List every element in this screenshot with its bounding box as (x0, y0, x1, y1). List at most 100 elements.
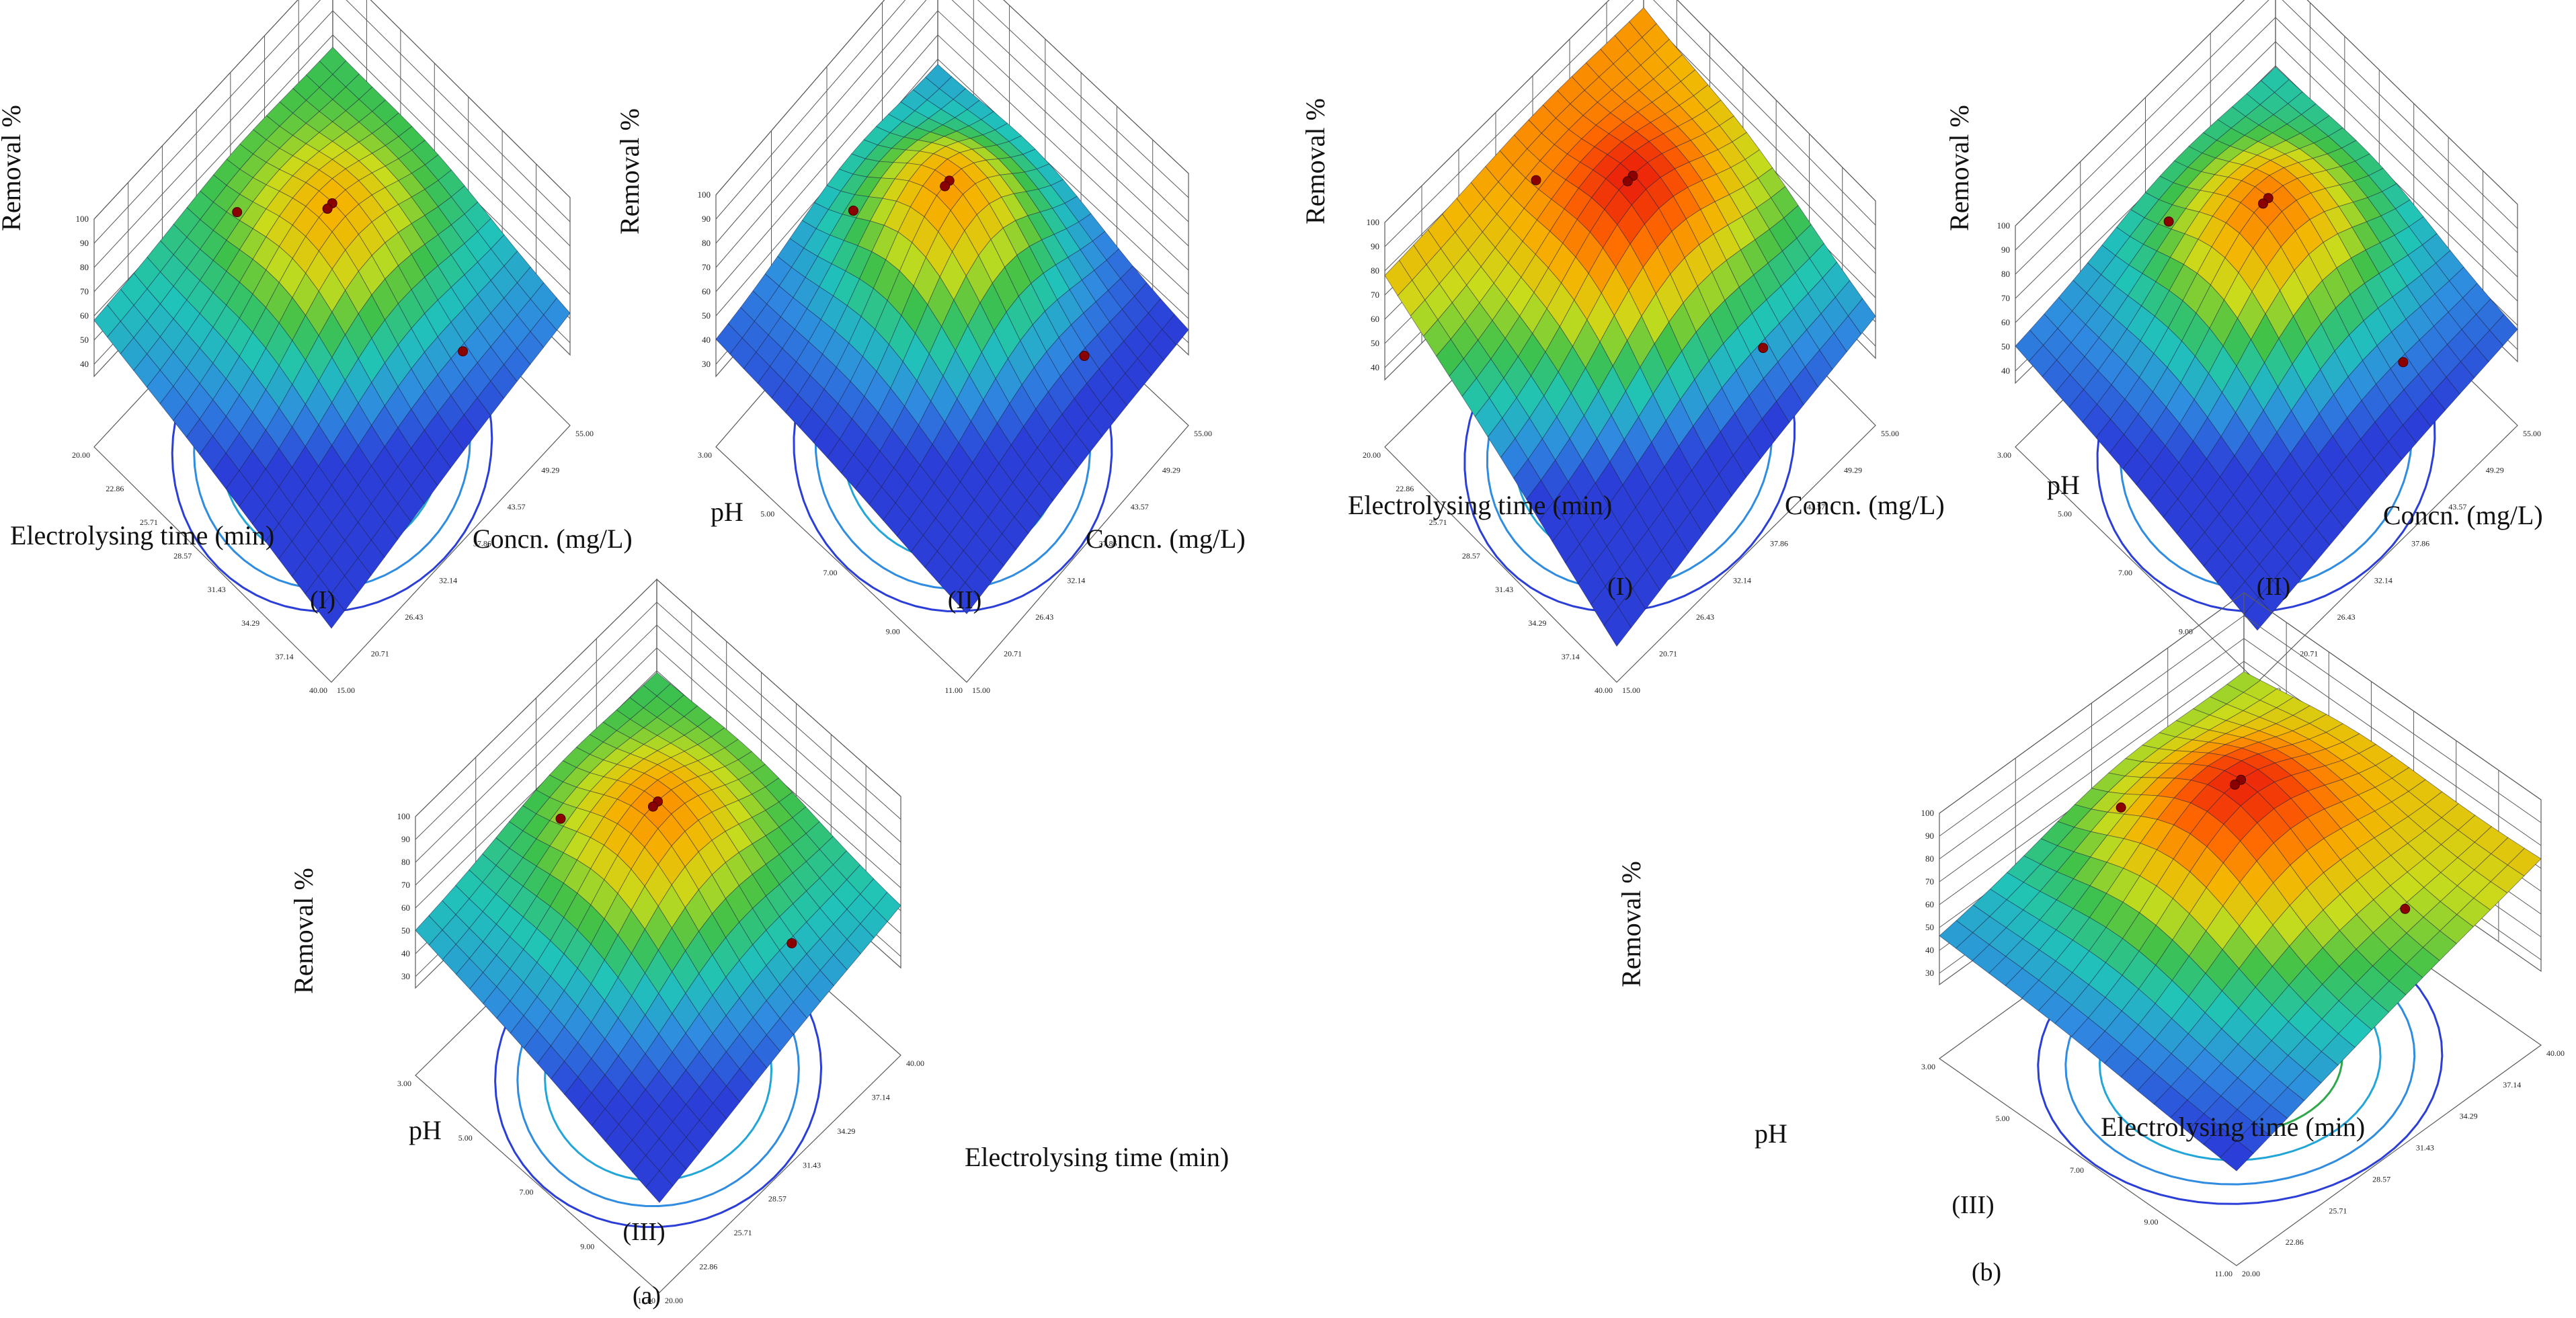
y-tick-label: 20.71 (371, 649, 389, 658)
y-axis-label: Concn. (mg/L) (2383, 500, 2543, 530)
x-tick-label: 11.00 (2214, 1269, 2232, 1278)
z-axis-label: Removal % (0, 105, 26, 231)
y-tick-label: 32.14 (1067, 575, 1085, 585)
y-tick-label: 20.71 (1004, 649, 1022, 658)
x-tick-label: 22.86 (1396, 484, 1414, 493)
x-tick-label: 37.14 (1562, 652, 1580, 661)
design-point (647, 801, 658, 812)
x-tick-label: 9.00 (2144, 1217, 2159, 1227)
z-tick-label: 30 (702, 359, 711, 369)
x-tick-label: 31.43 (1495, 585, 1513, 594)
z-tick-label: 70 (1925, 876, 1934, 887)
y-axis-label: Concn. (mg/L) (473, 524, 633, 554)
z-tick-label: 100 (1921, 808, 1935, 818)
surface-patch (317, 593, 346, 629)
x-tick-label: 7.00 (520, 1188, 534, 1197)
x-tick-label: 34.29 (1528, 618, 1546, 628)
z-tick-label: 60 (2001, 317, 2010, 327)
surface-patch (645, 1170, 674, 1203)
panel-label: (I) (1607, 573, 1633, 601)
x-tick-label: 5.00 (458, 1133, 473, 1143)
design-point (1531, 175, 1541, 186)
x-tick-label: 20.00 (1363, 450, 1381, 460)
panel-label: (III) (1951, 1191, 1994, 1219)
z-tick-label: 60 (702, 286, 711, 296)
y-tick-label: 32.14 (1733, 575, 1751, 585)
z-axis-label: Removal % (288, 868, 319, 994)
surface-plot-a-II: 30 40 50 60 70 80 90 100 3.00 5.00 7.00 9.00 11.00 15… (614, 0, 1246, 695)
x-axis-label: pH (409, 1115, 442, 1145)
y-tick-label: 20.71 (2300, 649, 2318, 658)
y-tick-label: 37.86 (473, 539, 491, 548)
y-tick-label: 15.00 (972, 686, 990, 695)
x-tick-label: 22.86 (106, 484, 124, 493)
design-point (458, 346, 469, 357)
z-axis-label: Removal % (614, 108, 645, 235)
z-tick-label: 40 (1925, 945, 1934, 955)
design-point (848, 205, 858, 216)
panel-label: (II) (948, 586, 982, 614)
z-gridline (2015, 0, 2518, 251)
design-points (232, 198, 469, 357)
z-tick-label: 60 (80, 311, 89, 321)
design-point (322, 204, 333, 214)
x-tick-label: 5.00 (760, 509, 774, 519)
design-point (2163, 216, 2174, 227)
x-tick-label: 40.00 (1595, 686, 1613, 695)
y-tick-label: 31.43 (2416, 1143, 2434, 1153)
x-tick-label: 11.00 (944, 686, 963, 695)
z-tick-label: 40 (2001, 366, 2010, 376)
y-tick-label: 49.29 (2486, 466, 2504, 475)
y-tick-label: 37.86 (2411, 539, 2429, 548)
z-tick-label: 100 (698, 190, 711, 200)
y-tick-label: 37.14 (2503, 1080, 2521, 1089)
group-label-a: (a) (633, 1282, 661, 1310)
x-tick-label: 25.71 (140, 518, 158, 527)
design-point (787, 938, 797, 948)
z-tick-label: 90 (1371, 241, 1379, 251)
x-tick-label: 11.00 (637, 1296, 655, 1305)
y-tick-label: 43.57 (1131, 502, 1149, 511)
design-point (555, 813, 566, 824)
y-tick-label: 34.29 (837, 1126, 855, 1136)
y-tick-label: 40.00 (2546, 1048, 2565, 1058)
y-tick-label: 15.00 (1622, 686, 1640, 695)
design-points (1531, 171, 1769, 354)
y-tick-label: 32.14 (439, 575, 457, 585)
x-tick-label: 7.00 (823, 568, 838, 577)
z-gridline (93, 0, 571, 220)
design-point (2230, 779, 2241, 790)
y-tick-label: 22.86 (2286, 1237, 2304, 1247)
y-tick-label: 49.29 (1162, 466, 1180, 475)
x-tick-label: 3.00 (1997, 450, 2011, 460)
surface-plot-b-III: 30 40 50 60 70 80 90 100 3.00 5.00 7.00 9.00 11.00 20… (1616, 591, 2565, 1278)
x-tick-label: 28.57 (1462, 551, 1480, 561)
z-axis-label: Removal % (1300, 98, 1330, 224)
design-point (2116, 802, 2126, 813)
z-tick-label: 50 (702, 311, 711, 321)
x-tick-label: 31.43 (208, 585, 226, 594)
y-tick-label: 26.43 (405, 612, 423, 622)
x-tick-label: 5.00 (1996, 1114, 2010, 1123)
y-tick-label: 43.57 (1807, 502, 1825, 511)
x-tick-label: 37.14 (276, 652, 294, 661)
design-points (2116, 774, 2411, 914)
x-tick-label: 3.00 (397, 1079, 411, 1088)
design-point (1622, 176, 1633, 187)
surface-plot-a-III: 30 40 50 60 70 80 90 100 3.00 5.00 7.00 9.00 11.00 20… (288, 578, 1229, 1305)
z-tick-label: 80 (80, 262, 89, 272)
z-tick-label: 40 (401, 948, 410, 958)
surface-plot-b-I: 40 50 60 70 80 90 100 20.00 22.86 25.71 28.57 31.43… (1300, 0, 1945, 695)
y-tick-label: 32.14 (2374, 575, 2392, 585)
y-tick-label: 28.57 (2372, 1174, 2390, 1184)
surface-plot-b-II: 4050607080901003.005.007.009.0011.0015.0… (1944, 0, 2543, 695)
z-tick-label: 100 (397, 811, 411, 821)
z-tick-label: 50 (1371, 338, 1379, 348)
z-tick-label: 100 (76, 214, 89, 224)
y-tick-label: 37.14 (872, 1092, 890, 1102)
x-tick-label: 7.00 (2118, 568, 2132, 577)
z-tick-label: 90 (80, 238, 89, 248)
z-tick-label: 50 (401, 925, 410, 936)
z-gridline (1384, 0, 1876, 223)
